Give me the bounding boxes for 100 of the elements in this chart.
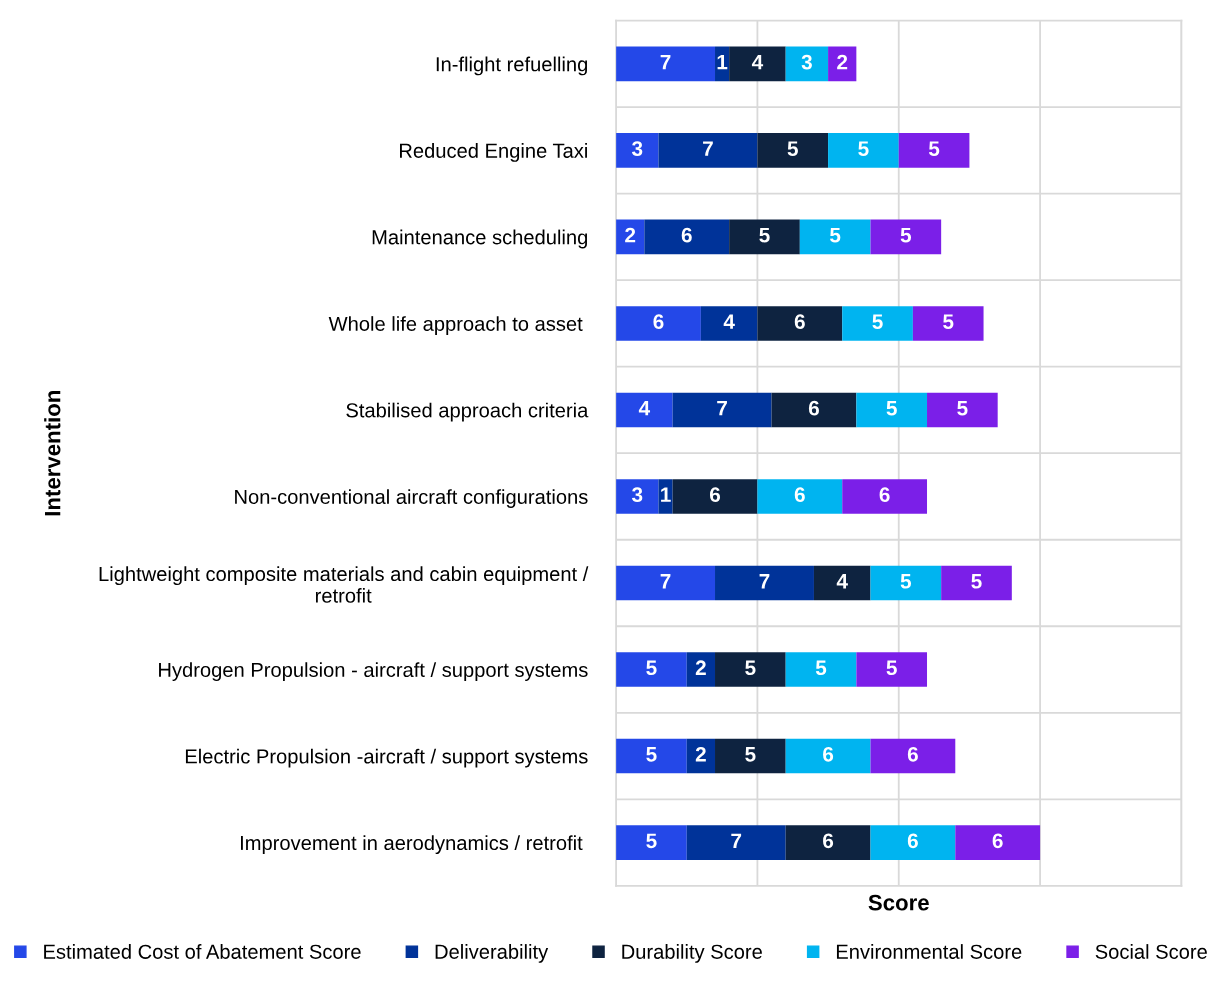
bar bbox=[870, 219, 942, 255]
data-label: 5 bbox=[928, 141, 940, 156]
bar bbox=[616, 133, 659, 168]
bar bbox=[771, 392, 857, 428]
bar bbox=[658, 479, 673, 514]
y-tick-label: Maintenance scheduling bbox=[372, 229, 588, 249]
data-label: 4 bbox=[751, 54, 764, 70]
data-label: 5 bbox=[745, 660, 756, 676]
bar bbox=[898, 133, 970, 168]
bar bbox=[870, 825, 956, 860]
data-label: 5 bbox=[646, 833, 657, 849]
bar bbox=[828, 46, 857, 82]
data-label: 2 bbox=[695, 746, 706, 762]
legend-label: Durability Score bbox=[622, 944, 762, 963]
data-label: 6 bbox=[794, 314, 805, 330]
y-tick-label: Reduced Engine Taxi bbox=[400, 143, 587, 162]
data-label: 5 bbox=[900, 227, 912, 243]
bar bbox=[870, 738, 956, 774]
y-tick-label: Hydrogen Propulsion - aircraft / support systems bbox=[159, 662, 588, 682]
bar bbox=[856, 652, 928, 687]
bar bbox=[616, 479, 659, 514]
bar bbox=[616, 652, 687, 687]
data-label: 5 bbox=[858, 141, 869, 156]
y-axis-title: Intervention bbox=[44, 391, 61, 516]
data-label: 6 bbox=[823, 833, 834, 849]
data-label: 5 bbox=[872, 314, 883, 330]
data-label: 6 bbox=[681, 227, 692, 243]
bar bbox=[715, 565, 814, 601]
data-label: 3 bbox=[801, 54, 812, 70]
bar bbox=[870, 565, 942, 601]
data-label: 7 bbox=[731, 833, 742, 848]
data-label: 6 bbox=[907, 746, 918, 762]
data-label: 6 bbox=[653, 314, 664, 330]
bar bbox=[785, 825, 871, 860]
data-label: 4 bbox=[723, 314, 735, 329]
bar bbox=[715, 652, 786, 687]
data-label: 5 bbox=[815, 660, 827, 676]
data-label: 5 bbox=[759, 227, 770, 243]
bar bbox=[842, 479, 928, 514]
data-label: 6 bbox=[808, 400, 819, 416]
data-label: 6 bbox=[823, 746, 834, 762]
data-label: 6 bbox=[709, 487, 721, 503]
bar bbox=[912, 306, 984, 341]
data-label: 5 bbox=[830, 227, 841, 243]
y-tick-label: In-flight refuelling bbox=[436, 56, 588, 76]
data-label: 3 bbox=[631, 141, 643, 157]
legend-label: Social Score bbox=[1095, 944, 1207, 959]
bar bbox=[927, 392, 998, 428]
data-label: 6 bbox=[992, 833, 1003, 849]
legend-label: Environmental Score bbox=[836, 944, 1022, 959]
data-label: 5 bbox=[745, 747, 756, 762]
data-label: 5 bbox=[957, 401, 968, 416]
bar bbox=[616, 46, 716, 82]
bar bbox=[842, 306, 913, 341]
bar bbox=[616, 306, 701, 341]
bar bbox=[785, 652, 857, 687]
legend-label: Deliverability bbox=[435, 944, 549, 963]
bar bbox=[729, 219, 800, 255]
bar bbox=[658, 133, 758, 168]
y-tick-label: Improvement in aerodynamics / retrofit bbox=[240, 835, 583, 855]
y-tick-label: Lightweight composite materials and cabin equipment / retrofit bbox=[99, 566, 589, 603]
bar bbox=[700, 306, 758, 341]
data-label: 6 bbox=[907, 833, 918, 849]
data-label: 7 bbox=[703, 141, 713, 156]
bar bbox=[828, 133, 899, 168]
data-label: 1 bbox=[661, 487, 671, 502]
data-label: 6 bbox=[879, 487, 890, 503]
bar bbox=[785, 738, 871, 774]
data-label: 7 bbox=[759, 574, 770, 589]
bar bbox=[616, 825, 687, 860]
y-tick-label: Non-conventional aircraft configurations bbox=[235, 489, 588, 508]
bar bbox=[616, 738, 687, 774]
data-label: 1 bbox=[717, 54, 728, 70]
data-label: 5 bbox=[971, 574, 982, 589]
bar bbox=[672, 479, 758, 514]
data-label: 2 bbox=[837, 54, 848, 70]
y-tick-label: Whole life approach to asset bbox=[328, 316, 583, 335]
bar bbox=[686, 652, 716, 687]
bar bbox=[672, 392, 772, 428]
data-label: 5 bbox=[787, 141, 798, 156]
data-label: 2 bbox=[695, 660, 706, 675]
data-label: 5 bbox=[943, 314, 954, 330]
bar bbox=[644, 219, 730, 255]
bar bbox=[813, 565, 871, 601]
bar bbox=[799, 219, 871, 255]
data-label: 6 bbox=[794, 487, 805, 503]
bar bbox=[686, 825, 786, 860]
legend-label: Estimated Cost of Abatement Score bbox=[44, 944, 361, 959]
data-label: 5 bbox=[646, 660, 657, 676]
data-label: 4 bbox=[836, 574, 848, 589]
bar bbox=[616, 392, 673, 428]
x-axis-title: Score bbox=[868, 894, 929, 911]
bar bbox=[785, 46, 829, 82]
bar bbox=[757, 133, 829, 168]
bar bbox=[715, 738, 786, 774]
data-label: 5 bbox=[646, 747, 657, 762]
data-label: 4 bbox=[638, 401, 651, 416]
bar bbox=[616, 565, 716, 601]
data-label: 7 bbox=[717, 401, 727, 416]
bar bbox=[757, 479, 843, 514]
